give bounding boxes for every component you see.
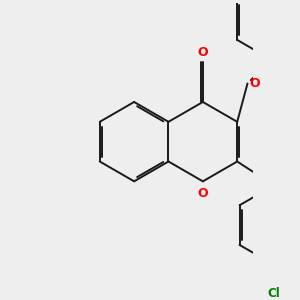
Text: O: O <box>250 77 260 90</box>
Text: Cl: Cl <box>268 286 280 300</box>
Text: O: O <box>197 46 208 59</box>
Text: O: O <box>197 187 208 200</box>
